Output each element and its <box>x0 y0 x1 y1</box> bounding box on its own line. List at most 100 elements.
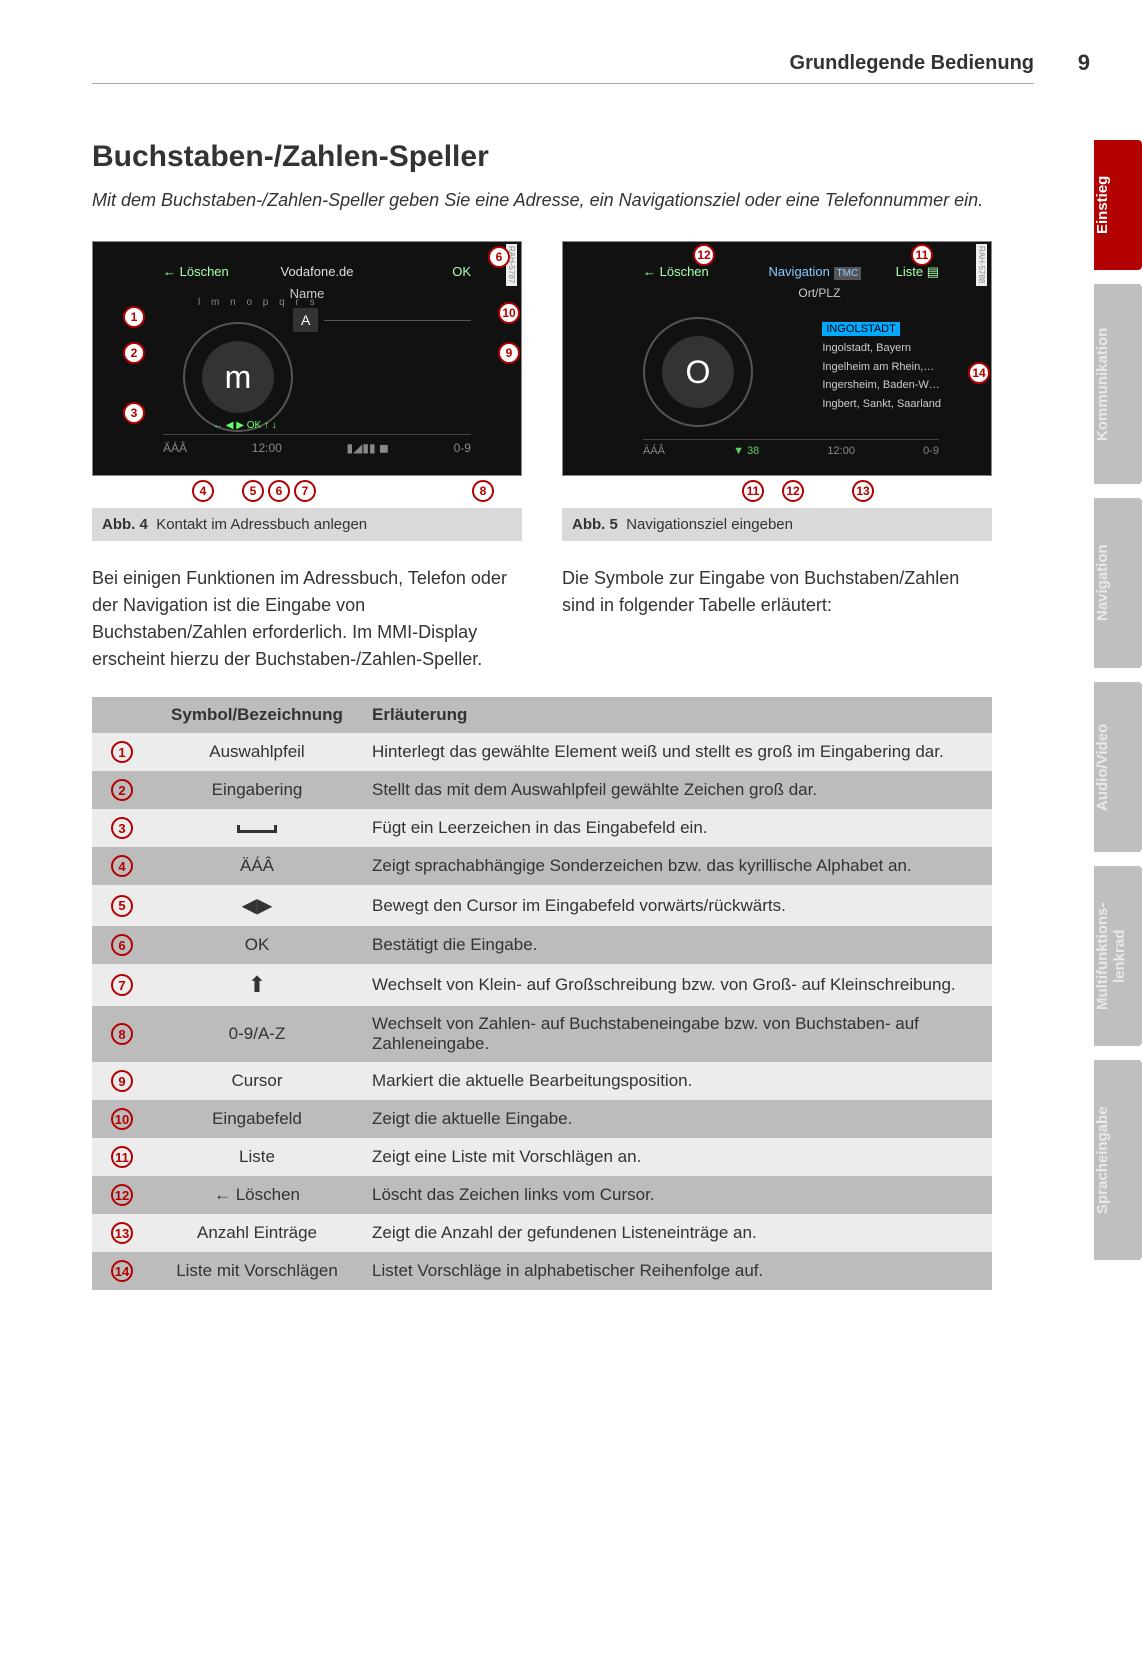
table-row: 10EingabefeldZeigt die aktuelle Eingabe. <box>92 1100 992 1138</box>
row-number: 7 <box>92 964 152 1006</box>
row-number: 4 <box>92 847 152 885</box>
fig1-special: ÄÁÂ <box>163 441 187 455</box>
row-symbol: Eingabefeld <box>152 1100 362 1138</box>
fig1-caption: Abb. 4 Kontakt im Adressbuch anlegen <box>92 508 522 541</box>
fig1-caption-label: Abb. 4 <box>102 516 148 533</box>
row-number: 6 <box>92 926 152 964</box>
callout-10: 10 <box>498 302 520 324</box>
fig1-provider: Vodafone.de <box>280 264 353 279</box>
fig2-dial-char: O <box>662 336 734 408</box>
side-tab[interactable]: Multifunktions- lenkrad <box>1094 866 1142 1046</box>
fig2-caption: Abb. 5 Navigationsziel eingeben <box>562 508 992 541</box>
fig1-ok-arrows: ← ◀ ▶ OK ↑ ↓ <box>213 420 277 431</box>
fig2-sugg-0: Ingolstadt, Bayern <box>822 339 941 358</box>
circled-number: 2 <box>111 779 133 801</box>
callout-11a: 11 <box>911 244 933 266</box>
row-symbol: OK <box>152 926 362 964</box>
callout-6b: 6 <box>268 480 290 502</box>
table-row: 6 OKBestätigt die Eingabe. <box>92 926 992 964</box>
subtitle: Mit dem Buchstaben-/Zahlen-Speller geben… <box>92 188 992 213</box>
row-symbol: Eingabering <box>152 771 362 809</box>
fig2-highlight: INGOLSTADT <box>822 322 899 336</box>
table-row: 2 EingaberingStellt das mit dem Auswahlpf… <box>92 771 992 809</box>
side-tab[interactable]: Navigation <box>1094 498 1142 668</box>
row-symbol: ÄÁÂ <box>152 847 362 885</box>
side-tab[interactable]: Audio/Video <box>1094 682 1142 852</box>
side-tab[interactable]: Einstieg <box>1094 140 1142 270</box>
page-title: Buchstaben-/Zahlen-Speller <box>92 140 992 174</box>
callout-3: 3 <box>123 402 145 424</box>
fig1-arc: l m n o p q r s <box>198 297 319 308</box>
fig1-numswitch: 0-9 <box>454 441 471 455</box>
side-tab[interactable]: Kommunikation <box>1094 284 1142 484</box>
table-row: 7⬆Wechselt von Klein- auf Großschreibung… <box>92 964 992 1006</box>
fig1-signal: ▮◢▮▮ ◼ <box>347 441 389 455</box>
row-explanation: Stellt das mit dem Auswahlpfeil gewählte… <box>362 771 992 809</box>
fig2-caption-label: Abb. 5 <box>572 516 618 533</box>
figure-2: RAH-5788 ← Löschen Navigation TMC Liste … <box>562 241 992 541</box>
fig2-ref: RAH-5788 <box>976 244 987 285</box>
row-symbol: Cursor <box>152 1062 362 1100</box>
row-explanation: Zeigt die Anzahl der gefundenen Listenei… <box>362 1214 992 1252</box>
row-symbol: ◀▶ <box>152 885 362 926</box>
th-empty <box>92 697 152 733</box>
fig1-dial-char: m <box>202 341 274 413</box>
row-symbol: ← Löschen <box>152 1176 362 1214</box>
row-explanation: Löscht das Zeichen links vom Cursor. <box>362 1176 992 1214</box>
section-title: Grundlegende Bedienung <box>790 52 1034 74</box>
circled-number: 3 <box>111 817 133 839</box>
fig2-dial: O <box>643 317 753 427</box>
fig1-ok: OK <box>452 264 471 279</box>
circled-number: 8 <box>111 1023 133 1045</box>
table-header-row: Symbol/Bezeichnung Erläuterung <box>92 697 992 733</box>
body-right: Die Symbole zur Eingabe von Buchstaben/Z… <box>562 565 992 673</box>
row-symbol: Liste <box>152 1138 362 1176</box>
callout-9: 9 <box>498 342 520 364</box>
row-explanation: Bestätigt die Eingabe. <box>362 926 992 964</box>
row-number: 12 <box>92 1176 152 1214</box>
callout-11b: 11 <box>742 480 764 502</box>
fig1-delete: ← Löschen <box>163 264 229 279</box>
circled-number: 1 <box>111 741 133 763</box>
table-row: 80-9/A-ZWechselt von Zahlen- auf Buchsta… <box>92 1006 992 1062</box>
row-explanation: Fügt ein Leerzeichen in das Eingabefeld … <box>362 809 992 847</box>
symbol-table: Symbol/Bezeichnung Erläuterung 1 Auswahlp… <box>92 697 992 1290</box>
fig2-liste: Liste ▤ <box>896 264 939 280</box>
fig1-dial: m <box>183 322 293 432</box>
figure-1: RAH-5787 ← Löschen Vodafone.de OK Name l… <box>92 241 522 541</box>
row-explanation: Listet Vorschläge in alphabetischer Reih… <box>362 1252 992 1290</box>
row-number: 3 <box>92 809 152 847</box>
fig2-suggestion-list: INGOLSTADT Ingolstadt, Bayern Ingelheim … <box>822 320 941 413</box>
row-symbol: Anzahl Einträge <box>152 1214 362 1252</box>
row-explanation: Wechselt von Zahlen- auf Buchstabeneinga… <box>362 1006 992 1062</box>
row-number: 10 <box>92 1100 152 1138</box>
table-row: 14Liste mit VorschlägenListet Vorschläge… <box>92 1252 992 1290</box>
fig1-caption-text: Kontakt im Adressbuch anlegen <box>156 516 367 533</box>
callout-2: 2 <box>123 342 145 364</box>
table-row: 12 ← LöschenLöscht das Zeichen links vom … <box>92 1176 992 1214</box>
fig2-special: ÄÁÂ <box>643 445 665 457</box>
fig2-sugg-1: Ingelheim am Rhein,… <box>822 358 941 377</box>
row-number: 8 <box>92 1006 152 1062</box>
callout-12a: 12 <box>693 244 715 266</box>
row-symbol: Auswahlpfeil <box>152 733 362 771</box>
fig1-input-char: A <box>293 308 318 332</box>
row-number: 13 <box>92 1214 152 1252</box>
table-row: 13Anzahl EinträgeZeigt die Anzahl der ge… <box>92 1214 992 1252</box>
callout-13: 13 <box>852 480 874 502</box>
fig2-caption-text: Navigationsziel eingeben <box>626 516 793 533</box>
fig1-time: 12:00 <box>252 441 282 455</box>
circled-number: 6 <box>111 934 133 956</box>
row-number: 11 <box>92 1138 152 1176</box>
row-explanation: Zeigt eine Liste mit Vorschlägen an. <box>362 1138 992 1176</box>
circled-number: 12 <box>111 1184 133 1206</box>
fig2-nav: Navigation TMC <box>768 264 861 279</box>
table-row: 1AuswahlpfeilHinterlegt das gewählte Ele… <box>92 733 992 771</box>
fig2-count: ▼ 38 <box>733 445 759 457</box>
callout-8: 8 <box>472 480 494 502</box>
circled-number: 5 <box>111 895 133 917</box>
row-number: 1 <box>92 733 152 771</box>
callout-14: 14 <box>968 362 990 384</box>
side-tab[interactable]: Spracheingabe <box>1094 1060 1142 1260</box>
table-row: 3 Fügt ein Leerzeichen in das Eingabefeld… <box>92 809 992 847</box>
